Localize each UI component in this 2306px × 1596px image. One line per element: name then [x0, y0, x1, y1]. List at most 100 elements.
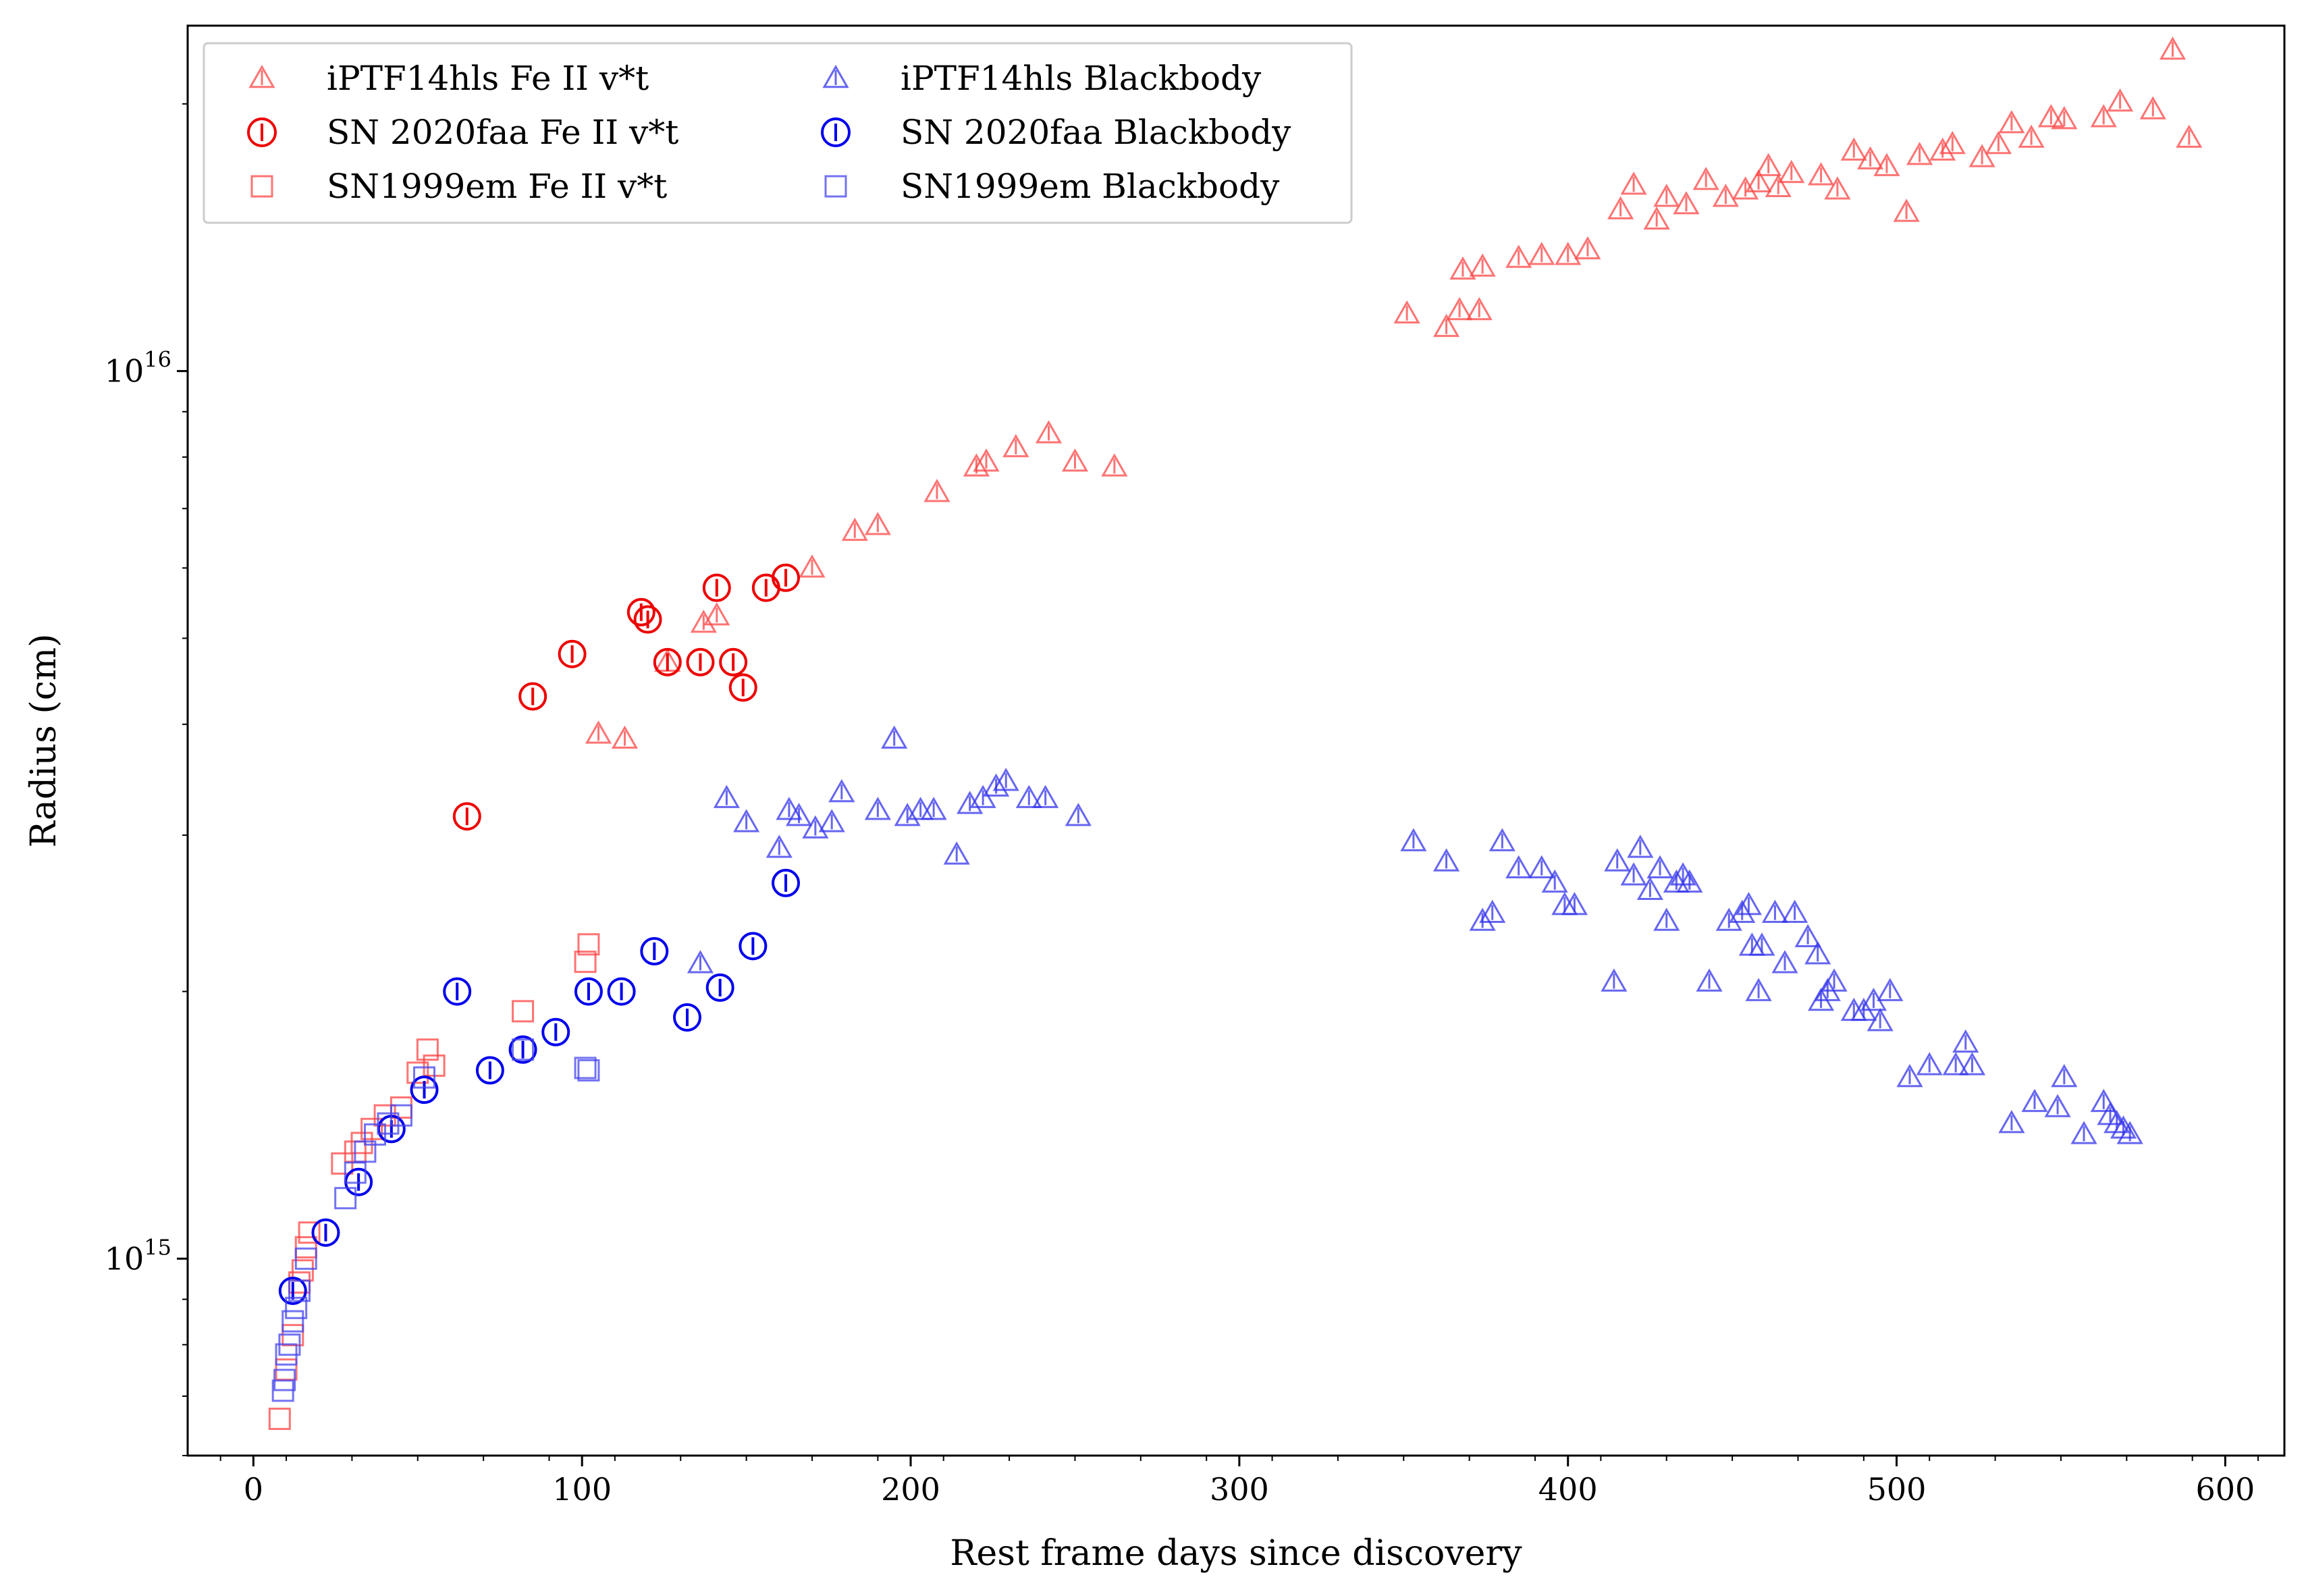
data-point: [672, 1003, 701, 1032]
data-point: [585, 720, 612, 744]
data-point: [1807, 162, 1835, 186]
data-point: [443, 977, 472, 1006]
data-point: [1804, 941, 1831, 965]
plot-area-frame: [186, 24, 2286, 1457]
legend-label: SN 2020faa Fe II v*t: [327, 113, 678, 152]
data-point: [1942, 1052, 1969, 1075]
data-marks: [268, 36, 2203, 1431]
legend-label: iPTF14hls Blackbody: [901, 59, 1262, 98]
data-point: [1939, 131, 1966, 155]
series-6: [271, 1038, 600, 1402]
data-point: [285, 1296, 308, 1319]
data-point: [1778, 159, 1805, 184]
data-point: [785, 803, 813, 826]
data-point: [1985, 131, 2012, 155]
legend-marker: [821, 117, 851, 147]
data-point: [1601, 968, 1628, 992]
data-point: [294, 1247, 317, 1270]
legend-frame: [203, 42, 1353, 224]
data-point: [1574, 236, 1601, 260]
data-point: [686, 647, 715, 676]
data-point: [1745, 978, 1772, 1001]
data-point: [1400, 828, 1427, 851]
legend: iPTF14hls Fe II v*t SN 2020faa Fe II v*t S…: [203, 42, 1353, 224]
legend-label: SN1999em Blackbody: [901, 167, 1280, 206]
data-point: [1604, 848, 1631, 872]
series-4: [687, 725, 2143, 1144]
data-point: [1032, 784, 1059, 808]
data-point: [1607, 196, 1634, 219]
data-point: [1765, 174, 1792, 197]
data-point: [1735, 892, 1763, 915]
data-point: [558, 639, 587, 668]
data-point: [1653, 184, 1680, 207]
legend-marker: [248, 64, 275, 88]
data-point: [1446, 296, 1473, 321]
legend-label: iPTF14hls Fe II v*t: [327, 59, 649, 98]
data-point: [1761, 899, 1788, 923]
data-point: [268, 1408, 291, 1431]
data-point: [298, 1221, 321, 1244]
data-point: [377, 1112, 400, 1135]
data-point: [1627, 834, 1654, 858]
data-point: [1676, 869, 1703, 893]
data-point: [1620, 171, 1647, 195]
data-point: [690, 609, 717, 633]
data-point: [1061, 448, 1089, 472]
data-point: [1748, 932, 1775, 956]
data-point: [633, 605, 662, 634]
data-point: [687, 950, 714, 974]
data-point: [1840, 137, 1867, 161]
data-point: [1620, 862, 1647, 886]
data-point: [894, 803, 921, 826]
data-point: [1489, 828, 1516, 851]
data-point: [577, 1059, 600, 1082]
data-point: [1505, 855, 1532, 878]
data-point: [1998, 110, 2025, 134]
data-point: [1794, 924, 1821, 948]
data-point: [1469, 253, 1496, 277]
data-point: [957, 791, 984, 814]
data-point: [1541, 869, 1568, 893]
data-point: [273, 1368, 296, 1391]
data-point: [1643, 206, 1670, 230]
data-point: [1692, 167, 1719, 190]
data-point: [278, 1276, 307, 1305]
data-point: [2051, 1063, 2078, 1088]
data-point: [1755, 153, 1782, 176]
series-2: [452, 563, 801, 831]
data-point: [311, 1218, 340, 1247]
data-point: [1449, 256, 1476, 280]
data-point: [1958, 1052, 1986, 1075]
data-point: [574, 1057, 597, 1080]
data-point: [728, 673, 757, 702]
data-point: [452, 802, 481, 831]
data-point: [1432, 848, 1460, 872]
data-point: [1745, 169, 1772, 192]
data-point: [334, 1187, 357, 1210]
data-point: [416, 1038, 439, 1061]
data-point: [1035, 420, 1063, 444]
data-point: [541, 1017, 570, 1046]
data-point: [923, 479, 950, 502]
data-point: [574, 951, 597, 974]
data-point: [1968, 144, 1995, 167]
data-point: [1696, 968, 1723, 992]
data-point: [992, 768, 1019, 791]
data-point: [713, 784, 740, 808]
data-point: [799, 554, 826, 578]
legend-marker: [822, 64, 849, 88]
data-point: [1857, 146, 1884, 169]
legend-marker: [250, 175, 273, 198]
data-point: [920, 797, 947, 820]
data-point: [475, 1056, 504, 1085]
y-axis-label: Radius (cm): [24, 634, 64, 848]
data-point: [611, 725, 639, 749]
data-point: [1636, 876, 1663, 901]
data-point: [2044, 1094, 2071, 1117]
data-point: [1824, 176, 1851, 200]
data-point: [413, 1066, 436, 1089]
legend-label: SN 2020faa Blackbody: [901, 113, 1291, 152]
data-point: [1896, 1063, 1923, 1088]
